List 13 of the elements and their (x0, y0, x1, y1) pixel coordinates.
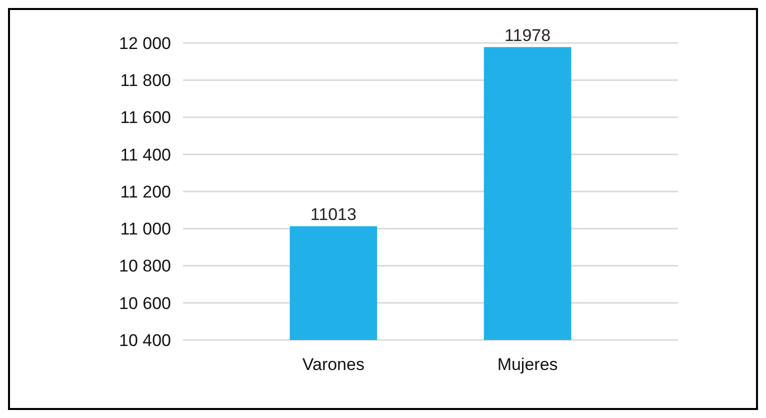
y-tick-label: 11 800 (120, 71, 171, 90)
y-tick-label: 12 000 (119, 34, 171, 53)
y-tick-label: 11 000 (120, 220, 171, 239)
y-tick-label: 11 200 (120, 182, 171, 202)
y-tick-label: 11 400 (120, 145, 171, 164)
data-label: 11013 (310, 205, 356, 224)
y-tick-label: 10 400 (119, 330, 171, 350)
y-tick-label: 10 600 (119, 294, 171, 313)
x-tick-label: Varones (302, 355, 364, 374)
x-tick-label: Mujeres (497, 355, 558, 374)
y-tick-label: 11 600 (120, 108, 171, 128)
y-tick-label: 10 800 (119, 256, 171, 276)
data-label: 11978 (504, 26, 551, 46)
